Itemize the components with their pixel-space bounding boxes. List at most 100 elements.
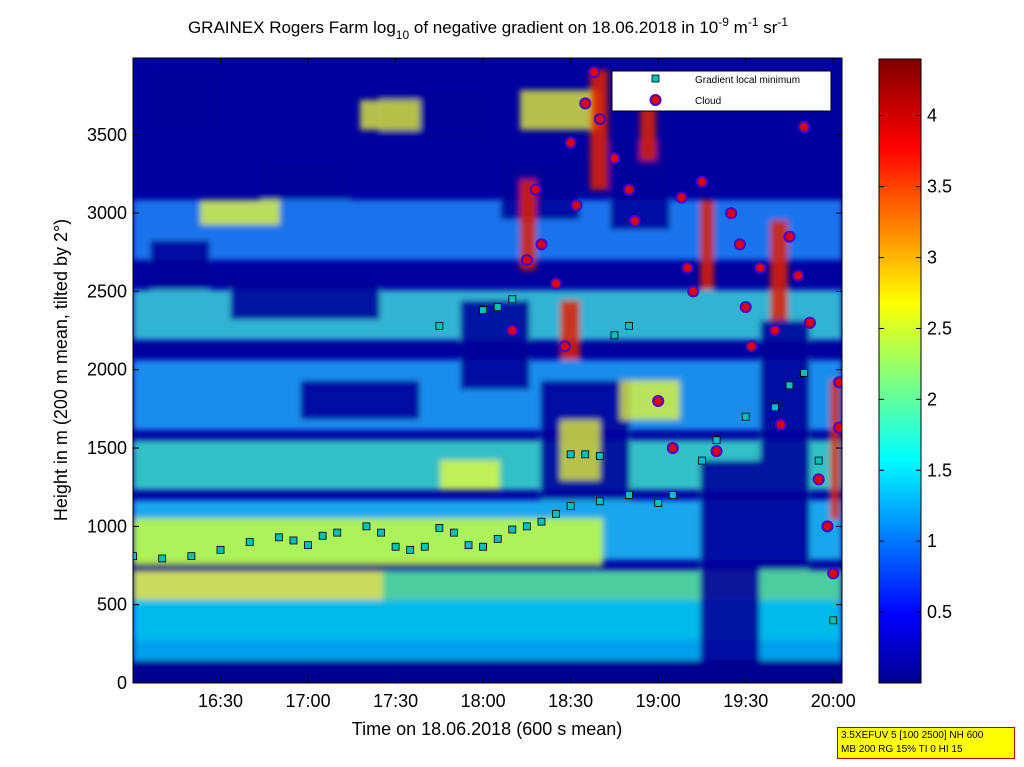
- colorbar-tick-label: 2.5: [927, 318, 952, 338]
- cloud-point: [550, 277, 563, 290]
- cloud-point: [768, 324, 781, 337]
- x-tick-label: 18:30: [548, 691, 593, 711]
- gradient-minimum-point: [187, 552, 196, 561]
- gradient-minimum-point: [479, 542, 488, 551]
- legend-label-gradient: Gradient local minimum: [695, 75, 800, 86]
- colorbar-tick-label: 4: [927, 106, 937, 126]
- cloud-point: [783, 230, 796, 243]
- gradient-minimum-point: [274, 533, 283, 542]
- gradient-minimum-point: [581, 450, 590, 459]
- legend: Gradient local minimum Cloud: [611, 70, 832, 112]
- gradient-minimum-point: [479, 306, 488, 315]
- cloud-point: [652, 395, 665, 408]
- gradient-minimum-point: [493, 534, 502, 543]
- y-tick-label: 2500: [87, 281, 127, 301]
- info-line-1: 3.5XEFUV 5 [100 2500] NH 600: [841, 730, 984, 741]
- cloud-point: [798, 120, 811, 133]
- cloud-point: [579, 97, 592, 110]
- cloud-point: [628, 214, 641, 227]
- cloud-point: [681, 261, 694, 274]
- y-tick-label: 1000: [87, 516, 127, 536]
- colorbar-tick-label: 1: [927, 531, 937, 551]
- gradient-minimum-point: [318, 531, 327, 540]
- plot-frame: [132, 57, 843, 684]
- gradient-minimum-point: [625, 321, 633, 330]
- y-tick-label: 1500: [87, 438, 127, 458]
- cloud-point: [710, 445, 723, 458]
- cloud-point: [529, 183, 542, 196]
- y-axis: 0 500 1000 1500 2000 2500 3000 3500: [87, 125, 842, 693]
- cloud-point: [812, 473, 825, 486]
- cloud-point: [774, 418, 787, 431]
- gradient-minimum-point: [391, 542, 400, 551]
- cloud-point: [695, 175, 708, 188]
- chart-title: GRAINEX Rogers Farm log10 of negative gr…: [188, 15, 788, 42]
- y-axis-label: Height in m (200 m mean, tilted by 2°): [51, 219, 71, 521]
- x-tick-label: 17:00: [286, 691, 331, 711]
- cloud-point: [564, 136, 577, 149]
- heatmap-area: [133, 58, 842, 683]
- gradient-minimum-point: [552, 509, 560, 518]
- gradient-minimum-point: [566, 502, 575, 510]
- gradient-minimum-point: [450, 528, 458, 537]
- gradient-minimum-point: [800, 368, 808, 377]
- y-tick-label: 0: [117, 673, 127, 693]
- cloud-point: [570, 199, 583, 212]
- gradient-minimum-point: [420, 542, 429, 551]
- cloud-point: [733, 238, 746, 251]
- cloud-point: [535, 238, 548, 251]
- gradient-minimum-point: [770, 403, 779, 412]
- cloud-series: [506, 66, 842, 580]
- x-tick-label: 20:00: [811, 691, 856, 711]
- gradient-minimum-point: [289, 536, 298, 545]
- gradient-minimum-point: [362, 522, 371, 531]
- x-tick-label: 19:30: [723, 691, 768, 711]
- gradient-minimum-point: [595, 451, 604, 460]
- gradient-minimum-point: [304, 541, 312, 550]
- gradient-minimum-point: [625, 491, 633, 499]
- gradient-minimum-point: [712, 436, 721, 445]
- gradient-minimum-point: [158, 554, 167, 563]
- legend-cloud-marker: [649, 94, 662, 106]
- gradient-local-minimum-series: [133, 295, 838, 625]
- cloud-point: [506, 324, 519, 337]
- cloud-point: [833, 421, 842, 434]
- gradient-minimum-point: [133, 552, 137, 561]
- colorbar-tick-label: 2: [927, 389, 937, 409]
- gradient-minimum-point: [785, 381, 794, 390]
- x-tick-label: 17:30: [373, 691, 418, 711]
- gradient-minimum-point: [654, 498, 663, 507]
- legend-square-marker: [651, 74, 660, 83]
- gradient-minimum-point: [464, 541, 473, 550]
- cloud-point: [520, 254, 533, 267]
- cloud-point: [687, 285, 700, 298]
- x-axis: 16:30 17:00 17:30 18:00 18:30 19:00 19:30 20:00: [198, 58, 856, 711]
- gradient-minimum-point: [508, 525, 517, 534]
- gradient-minimum-point: [508, 295, 517, 304]
- gradient-minimum-point: [493, 303, 502, 311]
- y-tick-label: 500: [97, 595, 127, 615]
- cloud-point: [725, 207, 738, 220]
- colorbar: 0.5 1 1.5 2 2.5 3 3.5 4: [878, 58, 952, 684]
- legend-label-cloud: Cloud: [695, 96, 721, 107]
- gradient-minimum-point: [814, 456, 823, 465]
- cloud-point: [558, 340, 571, 353]
- cloud-point: [754, 261, 767, 274]
- cloud-point: [593, 113, 606, 126]
- gradient-minimum-point: [522, 522, 531, 531]
- cloud-point: [792, 269, 805, 282]
- cloud-point: [608, 152, 621, 165]
- gradient-minimum-point: [435, 321, 444, 330]
- gradient-minimum-point: [595, 497, 604, 506]
- cloud-point: [623, 183, 636, 196]
- gradient-minimum-point: [406, 545, 415, 554]
- gradient-minimum-point: [333, 528, 342, 537]
- colorbar-tick-label: 1.5: [927, 460, 952, 480]
- cloud-point: [666, 442, 679, 455]
- gradient-minimum-point: [245, 538, 254, 546]
- gradient-minimum-point: [435, 524, 444, 532]
- colorbar-tick-label: 0.5: [927, 602, 952, 622]
- gradient-minimum-point: [537, 517, 546, 526]
- x-axis-label: Time on 18.06.2018 (600 s mean): [352, 719, 623, 739]
